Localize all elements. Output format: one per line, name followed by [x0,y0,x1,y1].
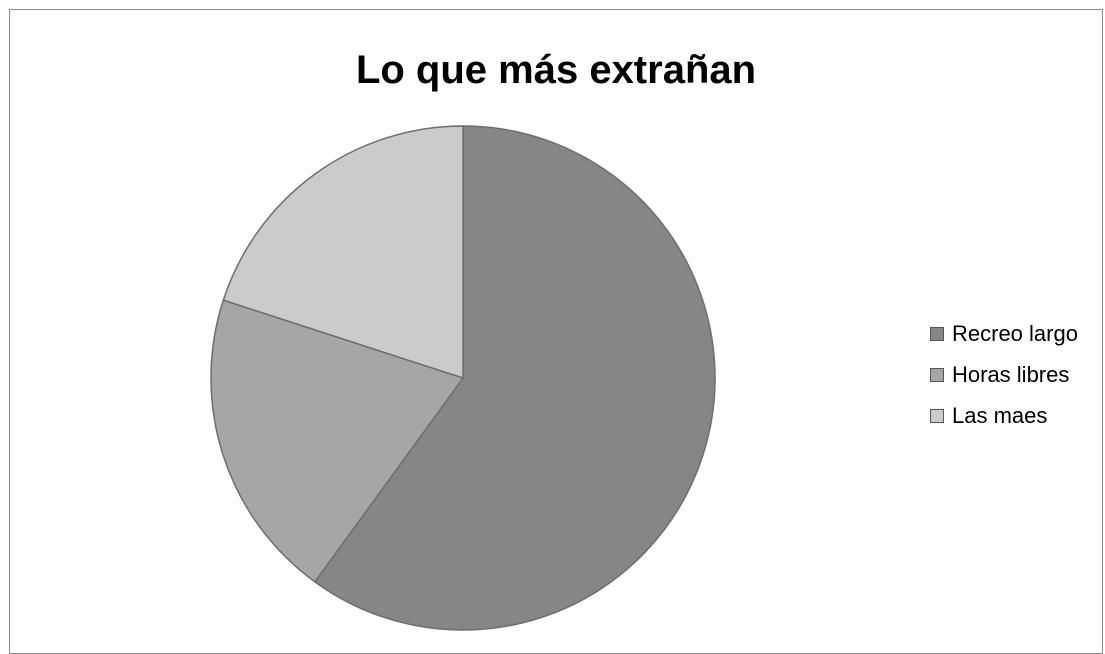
pie-slice-horas-libres [210,299,465,583]
chart-title: Lo que más extrañan [355,48,757,92]
legend-label-horas-libres: Horas libres [952,361,1070,387]
pie-slice-las-maes [222,125,464,380]
legend-item-recreo-largo: Recreo largo [930,313,1078,354]
legend-label-las-maes: Las maes [952,402,1048,428]
legend-swatch-horas-libres [930,367,944,382]
legend: Recreo largo Horas libres Las maes [930,313,1078,436]
legend-swatch-las-maes [930,408,944,423]
pie-slice-recreo-largo [313,125,716,631]
legend-label-recreo-largo: Recreo largo [952,320,1078,346]
legend-swatch-recreo-largo [930,326,944,341]
legend-item-las-maes: Las maes [930,395,1078,436]
legend-item-horas-libres: Horas libres [930,354,1078,395]
